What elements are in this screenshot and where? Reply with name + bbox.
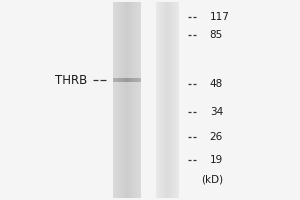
- Bar: [123, 78, 124, 82]
- Bar: [164, 2, 165, 198]
- Bar: [140, 2, 141, 198]
- Bar: [129, 78, 130, 82]
- Text: 48: 48: [210, 79, 223, 89]
- Bar: [131, 78, 132, 82]
- Bar: [122, 2, 123, 198]
- Bar: [132, 2, 133, 198]
- Bar: [131, 2, 132, 198]
- Text: THRB: THRB: [55, 73, 87, 86]
- Bar: [122, 78, 123, 82]
- Bar: [121, 2, 122, 198]
- Bar: [137, 78, 138, 82]
- Text: 26: 26: [210, 132, 223, 142]
- Bar: [134, 78, 135, 82]
- Text: 19: 19: [210, 155, 223, 165]
- Bar: [118, 78, 119, 82]
- Bar: [113, 2, 114, 198]
- Bar: [114, 2, 115, 198]
- Bar: [156, 2, 157, 198]
- Bar: [138, 2, 139, 198]
- Bar: [124, 78, 125, 82]
- Bar: [116, 2, 117, 198]
- Bar: [174, 2, 175, 198]
- Bar: [177, 2, 178, 198]
- Bar: [134, 2, 135, 198]
- Text: (kD): (kD): [201, 174, 223, 184]
- Bar: [130, 2, 131, 198]
- Bar: [138, 78, 139, 82]
- Bar: [140, 78, 141, 82]
- Bar: [171, 2, 172, 198]
- Bar: [132, 78, 133, 82]
- Bar: [135, 2, 136, 198]
- Bar: [118, 2, 119, 198]
- Bar: [129, 2, 130, 198]
- Bar: [139, 78, 140, 82]
- Text: 85: 85: [210, 30, 223, 40]
- Bar: [120, 78, 121, 82]
- Bar: [172, 2, 173, 198]
- Bar: [133, 78, 134, 82]
- Bar: [158, 2, 159, 198]
- Bar: [130, 78, 131, 82]
- Bar: [121, 78, 122, 82]
- Bar: [124, 2, 125, 198]
- Bar: [173, 2, 174, 198]
- Bar: [123, 2, 124, 198]
- Bar: [168, 2, 169, 198]
- Bar: [135, 78, 136, 82]
- Bar: [161, 2, 162, 198]
- Bar: [169, 2, 170, 198]
- Bar: [133, 2, 134, 198]
- Bar: [157, 2, 158, 198]
- Bar: [169, 2, 170, 198]
- Bar: [136, 78, 137, 82]
- Bar: [160, 2, 161, 198]
- Bar: [113, 78, 114, 82]
- Bar: [119, 78, 120, 82]
- Bar: [116, 78, 117, 82]
- Bar: [139, 2, 140, 198]
- Text: 34: 34: [210, 107, 223, 117]
- Bar: [165, 2, 166, 198]
- Bar: [159, 2, 160, 198]
- Bar: [128, 78, 129, 82]
- Bar: [127, 2, 128, 198]
- Bar: [162, 2, 163, 198]
- Bar: [125, 78, 126, 82]
- Bar: [176, 2, 177, 198]
- Bar: [160, 2, 161, 198]
- Bar: [117, 78, 118, 82]
- Bar: [128, 2, 129, 198]
- Bar: [136, 2, 137, 198]
- Bar: [126, 2, 127, 198]
- Bar: [112, 78, 113, 82]
- Bar: [170, 2, 171, 198]
- Bar: [163, 2, 164, 198]
- Bar: [137, 2, 138, 198]
- Bar: [114, 78, 115, 82]
- Bar: [125, 2, 126, 198]
- Bar: [120, 2, 121, 198]
- Bar: [117, 2, 118, 198]
- Bar: [126, 78, 127, 82]
- Bar: [119, 2, 120, 198]
- Bar: [127, 78, 128, 82]
- Bar: [167, 2, 168, 198]
- Bar: [166, 2, 167, 198]
- Text: 117: 117: [210, 12, 230, 22]
- Bar: [175, 2, 176, 198]
- Bar: [112, 2, 113, 198]
